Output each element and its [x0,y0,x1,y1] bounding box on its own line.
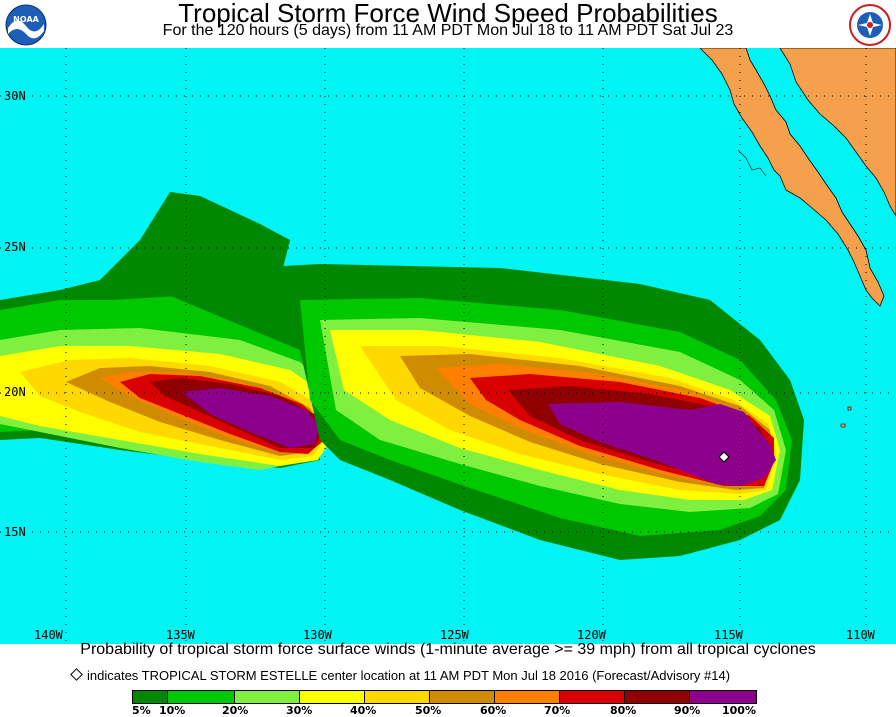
lat-label-15n: 15N [4,525,26,539]
storm-center-diamond-icon [718,451,730,463]
legend-label-30: 30% [286,704,313,717]
legend-label-20: 20% [222,704,249,717]
legend-swatch-40-50 [365,691,430,703]
legend-swatch-70-80 [560,691,625,703]
legend-label-70: 70% [544,704,571,717]
marker-note: indicates TROPICAL STORM ESTELLE center … [70,668,731,683]
legend-swatch-50-60 [430,691,495,703]
lat-label-25n: 25N [4,240,26,254]
lon-label-115w: 115W [714,628,743,642]
lon-label-140w: 140W [34,628,63,642]
lat-label-30n: 30N [4,89,26,103]
svg-text:NOAA: NOAA [13,15,39,24]
probability-legend [132,690,757,704]
lat-label-20n: 20N [4,385,26,399]
legend-swatch-80-90 [625,691,690,703]
marker-note-text: indicates TROPICAL STORM ESTELLE center … [87,668,731,683]
legend-swatch-20-30 [235,691,300,703]
lon-label-125w: 125W [440,628,469,642]
legend-label-90: 90% [674,704,701,717]
lon-label-135w: 135W [166,628,195,642]
legend-label-40: 40% [350,704,377,717]
probability-map [0,48,896,644]
gulf-coast-detail [737,149,767,177]
lon-label-130w: 130W [303,628,332,642]
baja-california-land [699,48,885,307]
map-caption: Probability of tropical storm force surf… [80,641,816,658]
page-title: Tropical Storm Force Wind Speed Probabil… [178,0,718,28]
legend-label-60: 60% [480,704,507,717]
legend-label-5: 5% [132,704,151,717]
national-weather-service-logo-icon [849,4,891,46]
storm-center-diamond-icon-key [70,668,83,681]
mainland-mexico-land [779,48,896,217]
eastern-swath [120,264,804,560]
legend-label-100: 100% [722,704,756,717]
legend-swatch-5-10 [133,691,168,703]
page-subtitle: For the 120 hours (5 days) from 11 AM PD… [162,22,734,39]
legend-swatch-10-20 [168,691,235,703]
noaa-logo-icon: NOAA [5,4,47,46]
legend-label-80: 80% [610,704,637,717]
legend-swatch-30-40 [300,691,365,703]
legend-swatch-90-100 [690,691,756,703]
western-swath [0,192,340,470]
legend-label-50: 50% [415,704,442,717]
lon-label-110w: 110W [846,628,875,642]
legend-label-10: 10% [159,704,186,717]
legend-swatch-60-70 [495,691,560,703]
header: NOAA Tropical Storm Force Wind Speed Pro… [0,0,896,48]
lat-lon-grid [0,48,896,644]
lon-label-120w: 120W [577,628,606,642]
